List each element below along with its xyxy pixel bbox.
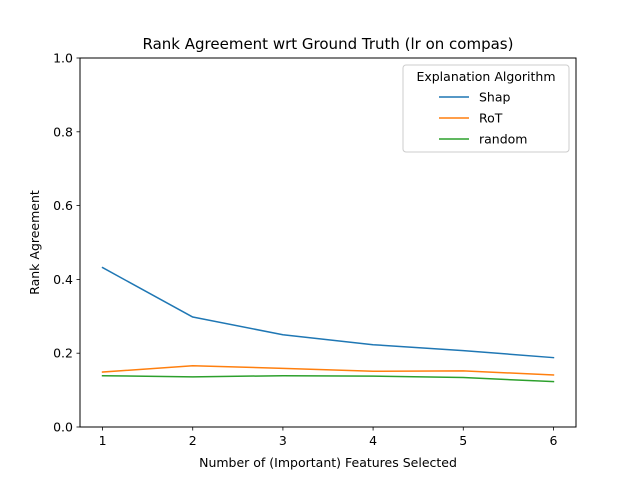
y-axis-ticks: 0.0 0.2 0.4 0.6 0.8 1.0 [53,51,80,435]
y-tick-label: 1.0 [53,51,73,66]
y-axis-label: Rank Agreement [27,190,42,295]
legend-box [402,64,570,153]
y-tick-label: 0.0 [53,420,73,435]
series-layer [101,266,555,383]
series-line-shap [101,266,555,359]
x-axis-ticks: 1 2 3 4 5 6 [99,427,557,448]
plot-frame [79,57,577,428]
y-tick-label: 0.4 [53,272,73,287]
y-tick-label: 0.6 [53,198,73,213]
x-tick-label: 1 [99,433,107,448]
x-tick-label: 4 [369,433,377,448]
x-tick-label: 2 [189,433,197,448]
legend: Explanation Algorithm Shap RoT random [402,64,570,153]
x-tick-label: 3 [279,433,287,448]
x-axis-label: Number of (Important) Features Selected [199,455,457,470]
legend-label-rot: RoT [479,111,503,126]
x-tick-label: 5 [459,433,467,448]
x-tick-label: 6 [549,433,557,448]
legend-entries: Shap RoT random [439,90,527,147]
legend-label-random: random [479,132,527,147]
series-line-rot [101,365,555,376]
series-line-random [101,374,555,383]
legend-title: Explanation Algorithm [416,69,555,84]
y-tick-label: 0.8 [53,124,73,139]
legend-label-shap: Shap [479,90,511,105]
y-tick-label: 0.2 [53,346,73,361]
chart-title: Rank Agreement wrt Ground Truth (lr on c… [143,35,514,53]
